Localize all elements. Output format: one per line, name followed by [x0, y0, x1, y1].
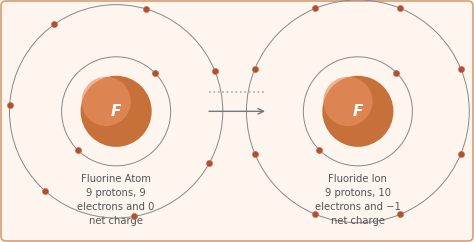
Circle shape	[81, 76, 152, 147]
Circle shape	[82, 77, 131, 126]
Circle shape	[323, 77, 373, 126]
Text: F: F	[353, 104, 363, 119]
Circle shape	[322, 76, 393, 147]
Text: F: F	[111, 104, 121, 119]
Text: Fluorine Atom
9 protons, 9
electrons and 0
net charge: Fluorine Atom 9 protons, 9 electrons and…	[77, 174, 155, 226]
Text: Fluoride Ion
9 protons, 10
electrons and −1
net charge: Fluoride Ion 9 protons, 10 electrons and…	[315, 174, 401, 226]
